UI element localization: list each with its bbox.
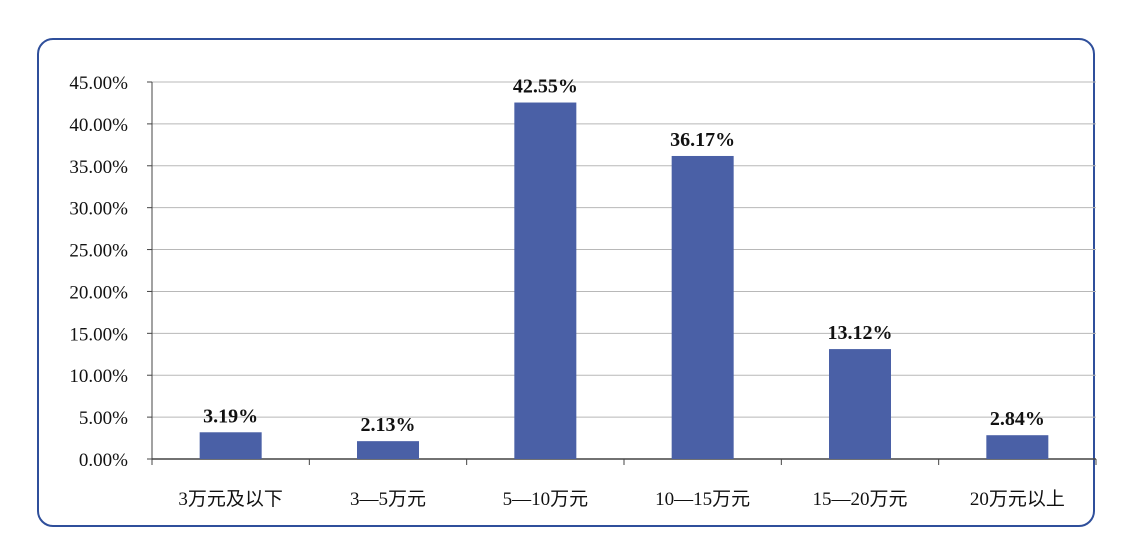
data-label: 13.12%: [828, 322, 893, 344]
y-tick-label: 40.00%: [69, 115, 128, 136]
bar: [357, 441, 419, 459]
x-category-label: 3万元及以下: [178, 489, 283, 510]
data-label: 2.13%: [361, 414, 416, 436]
y-tick-label: 25.00%: [69, 241, 128, 262]
y-tick-label: 30.00%: [69, 199, 128, 220]
data-label: 3.19%: [203, 405, 258, 427]
bar: [199, 432, 262, 459]
bar: [986, 435, 1049, 459]
y-tick-label: 15.00%: [69, 324, 128, 345]
x-category-label: 3—5万元: [350, 489, 426, 510]
data-label: 36.17%: [670, 129, 735, 151]
bar: [514, 102, 577, 459]
data-label: 42.55%: [513, 76, 578, 98]
y-tick-label: 10.00%: [69, 366, 128, 387]
bar: [671, 155, 734, 460]
bar: [829, 349, 891, 459]
y-tick-label: 0.00%: [79, 450, 128, 471]
y-tick-label: 20.00%: [69, 282, 128, 303]
x-category-label: 20万元以上: [970, 488, 1065, 510]
x-category-label: 10—15万元: [655, 489, 750, 510]
x-category-label: 15—20万元: [812, 489, 907, 510]
y-tick-label: 35.00%: [69, 157, 128, 178]
y-tick-label: 45.00%: [69, 73, 128, 94]
data-label: 2.84%: [990, 408, 1045, 430]
y-tick-label: 5.00%: [79, 408, 128, 429]
x-category-label: 5—10万元: [503, 489, 589, 510]
